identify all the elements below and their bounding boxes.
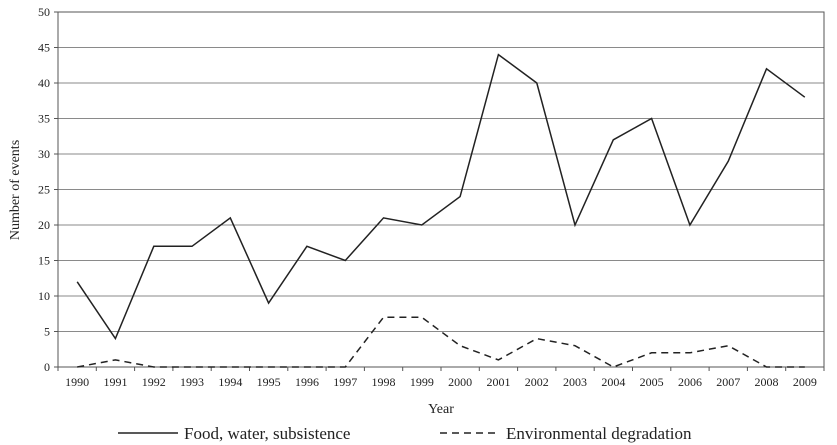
x-tick-label: 2004 xyxy=(601,375,625,389)
x-tick-label: 2003 xyxy=(563,375,587,389)
x-tick-label: 2006 xyxy=(678,375,702,389)
x-tick-label: 1998 xyxy=(372,375,396,389)
y-tick-label: 40 xyxy=(38,76,50,90)
x-tick-label: 2005 xyxy=(640,375,664,389)
legend-label-env: Environmental degradation xyxy=(506,424,692,443)
x-tick-label: 2008 xyxy=(755,375,779,389)
y-axis-label: Number of events xyxy=(8,140,23,240)
legend: Food, water, subsistence Environmental d… xyxy=(118,424,692,443)
series-line-food-water-subsistence xyxy=(76,53,806,341)
x-tick-label: 1994 xyxy=(218,375,242,389)
gridlines xyxy=(58,47,824,332)
x-tick-label: 2001 xyxy=(486,375,510,389)
x-tick-label: 1992 xyxy=(142,375,166,389)
series-line-environmental-degradation xyxy=(77,316,805,368)
y-tick-label: 25 xyxy=(38,183,50,197)
x-tick-label: 2009 xyxy=(793,375,817,389)
x-tick-label: 1997 xyxy=(333,375,357,389)
x-axis-ticks: 1990 1991 1992 1993 1994 1995 1996 1997 1998 1999… xyxy=(57,367,825,389)
x-tick-label: 1991 xyxy=(103,375,127,389)
x-tick-label: 2007 xyxy=(716,375,740,389)
x-tick-label: 1995 xyxy=(257,375,281,389)
x-tick-label: 1993 xyxy=(180,375,204,389)
y-tick-label: 0 xyxy=(44,360,50,374)
x-axis-label: Year xyxy=(428,402,454,417)
y-tick-label: 30 xyxy=(38,147,50,161)
y-tick-label: 5 xyxy=(44,325,50,339)
x-tick-label: 2000 xyxy=(448,375,472,389)
y-tick-label: 50 xyxy=(38,5,50,19)
y-tick-label: 15 xyxy=(38,254,50,268)
y-axis-ticks: 0 5 10 15 20 25 30 35 40 45 50 xyxy=(38,5,58,374)
x-tick-label: 2002 xyxy=(525,375,549,389)
y-tick-label: 45 xyxy=(38,41,50,55)
y-tick-label: 20 xyxy=(38,218,50,232)
y-tick-label: 10 xyxy=(38,289,50,303)
y-tick-label: 35 xyxy=(38,112,50,126)
x-tick-label: 1990 xyxy=(65,375,89,389)
legend-label-food: Food, water, subsistence xyxy=(184,424,350,443)
x-tick-label: 1996 xyxy=(295,375,319,389)
series-layer xyxy=(76,53,806,368)
x-tick-label: 1999 xyxy=(410,375,434,389)
